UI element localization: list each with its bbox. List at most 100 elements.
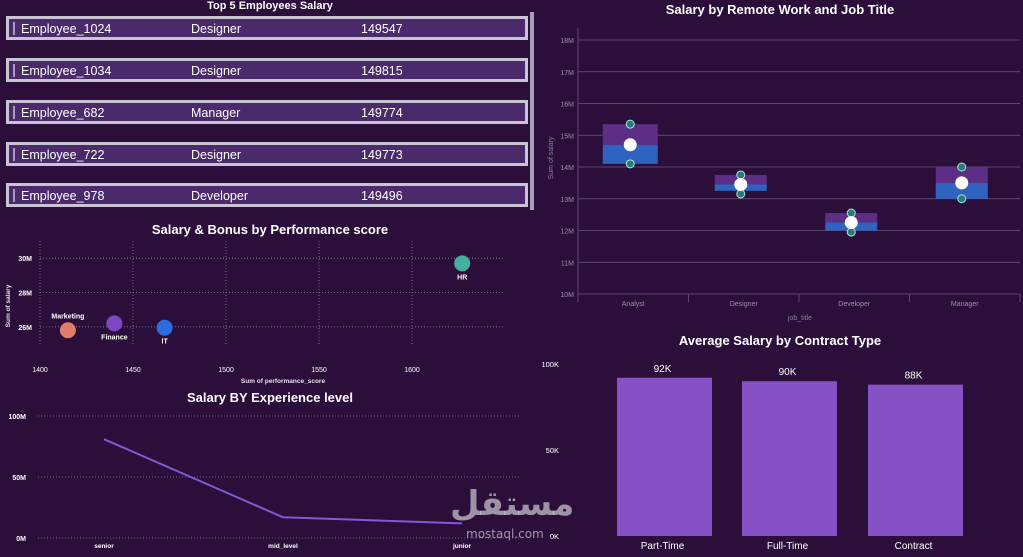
x-tick-label: Developer <box>838 301 871 308</box>
point-label: Marketing <box>51 313 84 320</box>
x-tick-label: senior <box>94 543 114 550</box>
employee-job-title: Designer <box>191 64 242 78</box>
row-accent <box>13 64 15 77</box>
bar <box>742 381 837 536</box>
mean-point <box>734 177 748 191</box>
x-tick-label: 1500 <box>218 367 234 374</box>
scatter-x-axis-label: Sum of performance_score <box>241 378 326 385</box>
whisker-point <box>625 119 635 129</box>
y-tick-label: 18M <box>560 38 574 45</box>
employee-name: Employee_682 <box>21 106 105 120</box>
point-label: Finance <box>101 334 128 341</box>
y-tick-label: 13M <box>560 197 574 204</box>
bar-title: Average Salary by Contract Type <box>678 333 882 348</box>
box-chart: 10M 11M 12M 13M 14M 15M 16M 17M 18M Analyst Desig… <box>548 28 1021 322</box>
employee-job-title: Manager <box>191 106 241 120</box>
scatter-point <box>454 255 471 272</box>
whisker-point <box>736 170 746 180</box>
employee-job-title: Designer <box>191 22 242 36</box>
mean-point <box>955 176 969 190</box>
bar-chart: 0K 50K 100K 92K 90K 88K Part-Time Full-Time Co… <box>541 360 963 552</box>
employee-salary: 149815 <box>361 64 403 78</box>
data-label: 92K <box>654 364 672 375</box>
employee-name: Employee_1024 <box>21 22 112 36</box>
employee-name: Employee_978 <box>21 189 105 203</box>
scatter-point <box>59 322 76 339</box>
y-tick-label: 12M <box>560 229 574 236</box>
x-tick-label: 1400 <box>32 367 48 374</box>
x-tick-label: junior <box>452 543 472 550</box>
y-tick-label: 26M <box>18 325 32 332</box>
box-y-axis-label: Sum of salary <box>548 136 555 179</box>
line-title: Salary BY Experience level <box>187 390 353 405</box>
table-row[interactable]: Employee_978 Developer 149496 <box>6 183 528 207</box>
y-tick-label: 50M <box>12 475 26 482</box>
y-tick-label: 100K <box>541 360 559 369</box>
data-label: 90K <box>779 367 797 378</box>
x-tick-label: Full-Time <box>767 541 809 552</box>
employee-name: Employee_1034 <box>21 64 112 78</box>
watermark-url: mostaql.com <box>466 527 544 541</box>
x-tick-label: Contract <box>895 541 933 552</box>
whisker-point <box>736 189 746 199</box>
mean-point <box>623 138 637 152</box>
point-label: HR <box>457 274 467 281</box>
x-tick-label: Analyst <box>622 301 645 308</box>
box-lower <box>602 144 658 164</box>
y-tick-label: 11M <box>561 260 574 267</box>
whisker-point <box>957 162 967 172</box>
line-chart: 0M 50M 100M senior mid_level junior <box>8 414 520 550</box>
point-label: IT <box>162 339 169 346</box>
bar <box>617 377 712 536</box>
employee-salary: 149774 <box>361 106 403 120</box>
employee-salary: 149496 <box>361 189 403 203</box>
box-upper <box>602 124 658 145</box>
watermark-logo: مستقل <box>450 484 575 524</box>
y-tick-label: 16M <box>560 102 574 109</box>
table-scrollbar[interactable] <box>530 12 534 210</box>
top5-title: Top 5 Employees Salary <box>207 0 333 12</box>
row-accent <box>13 189 15 202</box>
row-accent <box>13 148 15 161</box>
table-row[interactable]: Employee_722 Designer 149773 <box>6 142 528 166</box>
x-tick-label: Part-Time <box>641 541 685 552</box>
employee-job-title: Developer <box>191 189 248 203</box>
scatter-point <box>156 319 173 336</box>
y-tick-label: 15M <box>560 133 574 140</box>
scatter-title: Salary & Bonus by Performance score <box>151 222 389 237</box>
x-tick-label: mid_level <box>268 543 298 550</box>
table-row[interactable]: Employee_1034 Designer 149815 <box>6 58 528 82</box>
table-row[interactable]: Employee_1024 Designer 149547 <box>6 16 528 40</box>
mean-point <box>844 216 858 230</box>
y-tick-label: 50K <box>546 446 559 455</box>
x-tick-label: 1600 <box>404 367 420 374</box>
employee-job-title: Designer <box>191 148 242 162</box>
whisker-point <box>846 227 856 237</box>
box-title: Salary by Remote Work and Job Title <box>665 2 895 17</box>
row-accent <box>13 22 15 35</box>
x-tick-label: 1450 <box>125 367 141 374</box>
y-tick-label: 0M <box>16 536 26 543</box>
x-tick-label: 1550 <box>311 367 327 374</box>
y-tick-label: 30M <box>18 256 32 263</box>
table-row[interactable]: Employee_682 Manager 149774 <box>6 100 528 124</box>
whisker-point <box>957 194 967 204</box>
data-label: 88K <box>905 371 923 382</box>
whisker-point <box>846 208 856 218</box>
series-line <box>103 438 463 525</box>
scatter-chart: 26M 28M 30M 1400 1450 1500 1550 1600 Marketing… <box>5 241 505 385</box>
y-tick-label: 10M <box>560 292 574 299</box>
scatter-point <box>106 315 123 332</box>
y-tick-label: 17M <box>560 70 574 77</box>
whisker-point <box>625 159 635 169</box>
box-lower <box>935 182 988 199</box>
box-upper <box>935 167 988 183</box>
row-accent <box>13 106 15 119</box>
x-tick-label: Manager <box>951 301 979 308</box>
y-tick-label: 14M <box>560 165 574 172</box>
bar <box>868 384 963 536</box>
employee-salary: 149773 <box>361 148 403 162</box>
y-tick-label: 0K <box>550 532 559 541</box>
x-tick-label: Designer <box>730 301 759 308</box>
y-tick-label: 28M <box>18 291 32 298</box>
